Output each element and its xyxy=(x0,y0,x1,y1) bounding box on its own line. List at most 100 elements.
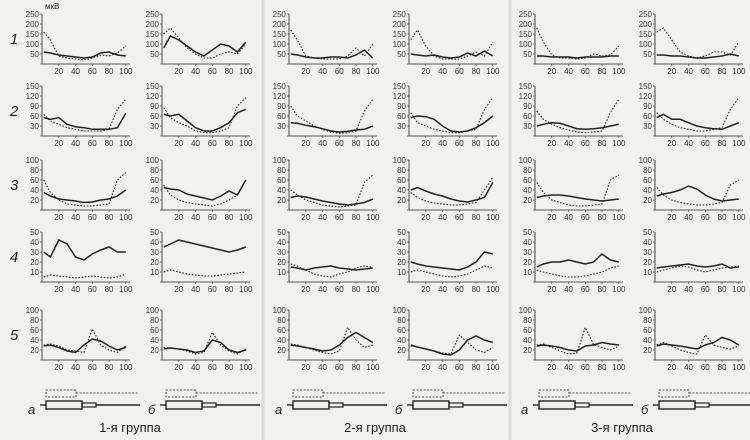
x-tick-label: 100 xyxy=(366,67,380,76)
x-tick-label: 100 xyxy=(732,139,746,148)
x-tick-label: 80 xyxy=(352,67,361,76)
probe-upper-barrel xyxy=(658,389,690,398)
y-tick-label: 150 xyxy=(519,30,533,39)
y-tick-label: 150 xyxy=(393,30,407,39)
y-tick-label: 30 xyxy=(523,248,532,257)
x-tick-label: 100 xyxy=(119,363,133,372)
y-tick-label: 50 xyxy=(643,228,652,237)
x-tick-label: 20 xyxy=(301,363,310,372)
x-tick-label: 80 xyxy=(105,285,114,294)
x-tick-label: 20 xyxy=(667,67,676,76)
x-tick-label: 80 xyxy=(105,139,114,148)
probe-lower-hub xyxy=(694,402,710,408)
y-tick-label: 30 xyxy=(397,122,406,131)
x-tick-label: 60 xyxy=(701,139,710,148)
series-line-dotted xyxy=(536,265,619,278)
y-tick-label: 30 xyxy=(397,248,406,257)
x-tick-label: 40 xyxy=(438,67,447,76)
series-line-solid xyxy=(43,338,127,354)
x-tick-label: 20 xyxy=(174,67,183,76)
x-tick-label: 60 xyxy=(581,139,590,148)
series-line-dotted xyxy=(43,273,126,279)
series-line-solid xyxy=(163,35,247,57)
x-tick-label: 20 xyxy=(174,213,183,222)
row-label: 5 xyxy=(10,327,19,344)
probe-glyph-1: а xyxy=(28,389,140,417)
y-tick-label: 40 xyxy=(397,186,406,195)
x-tick-label: 60 xyxy=(208,139,217,148)
series-line-dotted xyxy=(536,99,620,134)
group-label-2: 2-я группа xyxy=(344,420,407,435)
series-line-dotted xyxy=(290,263,373,278)
y-tick-label: 120 xyxy=(519,92,533,101)
y-tick-label: 20 xyxy=(30,346,39,355)
y-tick-label: 50 xyxy=(277,228,286,237)
series-line-dotted xyxy=(656,333,739,355)
x-tick-label: 20 xyxy=(301,285,310,294)
series-line-solid xyxy=(163,108,247,132)
x-tick-label: 40 xyxy=(318,139,327,148)
y-tick-label: 20 xyxy=(397,196,406,205)
y-tick-label: 20 xyxy=(30,196,39,205)
y-tick-label: 40 xyxy=(30,186,39,195)
x-tick-label: 80 xyxy=(718,363,727,372)
x-tick-label: 60 xyxy=(208,363,217,372)
y-tick-label: 40 xyxy=(397,238,406,247)
y-tick-label: 100 xyxy=(639,40,653,49)
y-tick-label: 50 xyxy=(397,50,406,59)
y-tick-label: 100 xyxy=(519,156,533,165)
probe-lower-hub xyxy=(574,402,590,408)
x-tick-label: 100 xyxy=(366,285,380,294)
x-tick-label: 100 xyxy=(486,363,500,372)
series-line-dotted xyxy=(290,98,374,134)
series-line-dotted xyxy=(163,27,247,59)
y-tick-label: 20 xyxy=(523,258,532,267)
y-tick-label: 80 xyxy=(643,316,652,325)
series-line-solid xyxy=(290,331,374,352)
x-tick-label: 60 xyxy=(701,213,710,222)
x-tick-label: 100 xyxy=(612,363,626,372)
series-line-dotted xyxy=(410,177,494,206)
y-tick-label: 30 xyxy=(643,248,652,257)
x-tick-label: 60 xyxy=(88,213,97,222)
y-tick-label: 50 xyxy=(397,228,406,237)
x-tick-label: 60 xyxy=(88,285,97,294)
x-tick-label: 40 xyxy=(318,285,327,294)
x-tick-label: 20 xyxy=(547,139,556,148)
y-tick-label: 150 xyxy=(26,82,40,91)
row-label: 2 xyxy=(9,103,19,120)
y-tick-label: 90 xyxy=(397,102,406,111)
y-tick-label: 20 xyxy=(277,196,286,205)
series-line-dotted xyxy=(410,97,494,134)
series-line-solid xyxy=(163,179,247,201)
series-line-solid xyxy=(536,194,619,202)
y-tick-label: 20 xyxy=(277,258,286,267)
row-label: 3 xyxy=(10,177,19,194)
x-tick-label: 60 xyxy=(455,363,464,372)
y-tick-label: 80 xyxy=(397,316,406,325)
y-tick-label: 40 xyxy=(643,186,652,195)
x-tick-label: 20 xyxy=(54,285,63,294)
x-tick-label: 40 xyxy=(438,139,447,148)
y-tick-label: 30 xyxy=(30,248,39,257)
y-tick-label: 40 xyxy=(30,238,39,247)
x-tick-label: 100 xyxy=(239,139,253,148)
x-tick-label: 60 xyxy=(455,67,464,76)
y-tick-label: 90 xyxy=(30,102,39,111)
x-tick-label: 80 xyxy=(105,363,114,372)
x-tick-label: 20 xyxy=(301,139,310,148)
x-tick-label: 60 xyxy=(581,67,590,76)
y-tick-label: 250 xyxy=(273,10,287,19)
